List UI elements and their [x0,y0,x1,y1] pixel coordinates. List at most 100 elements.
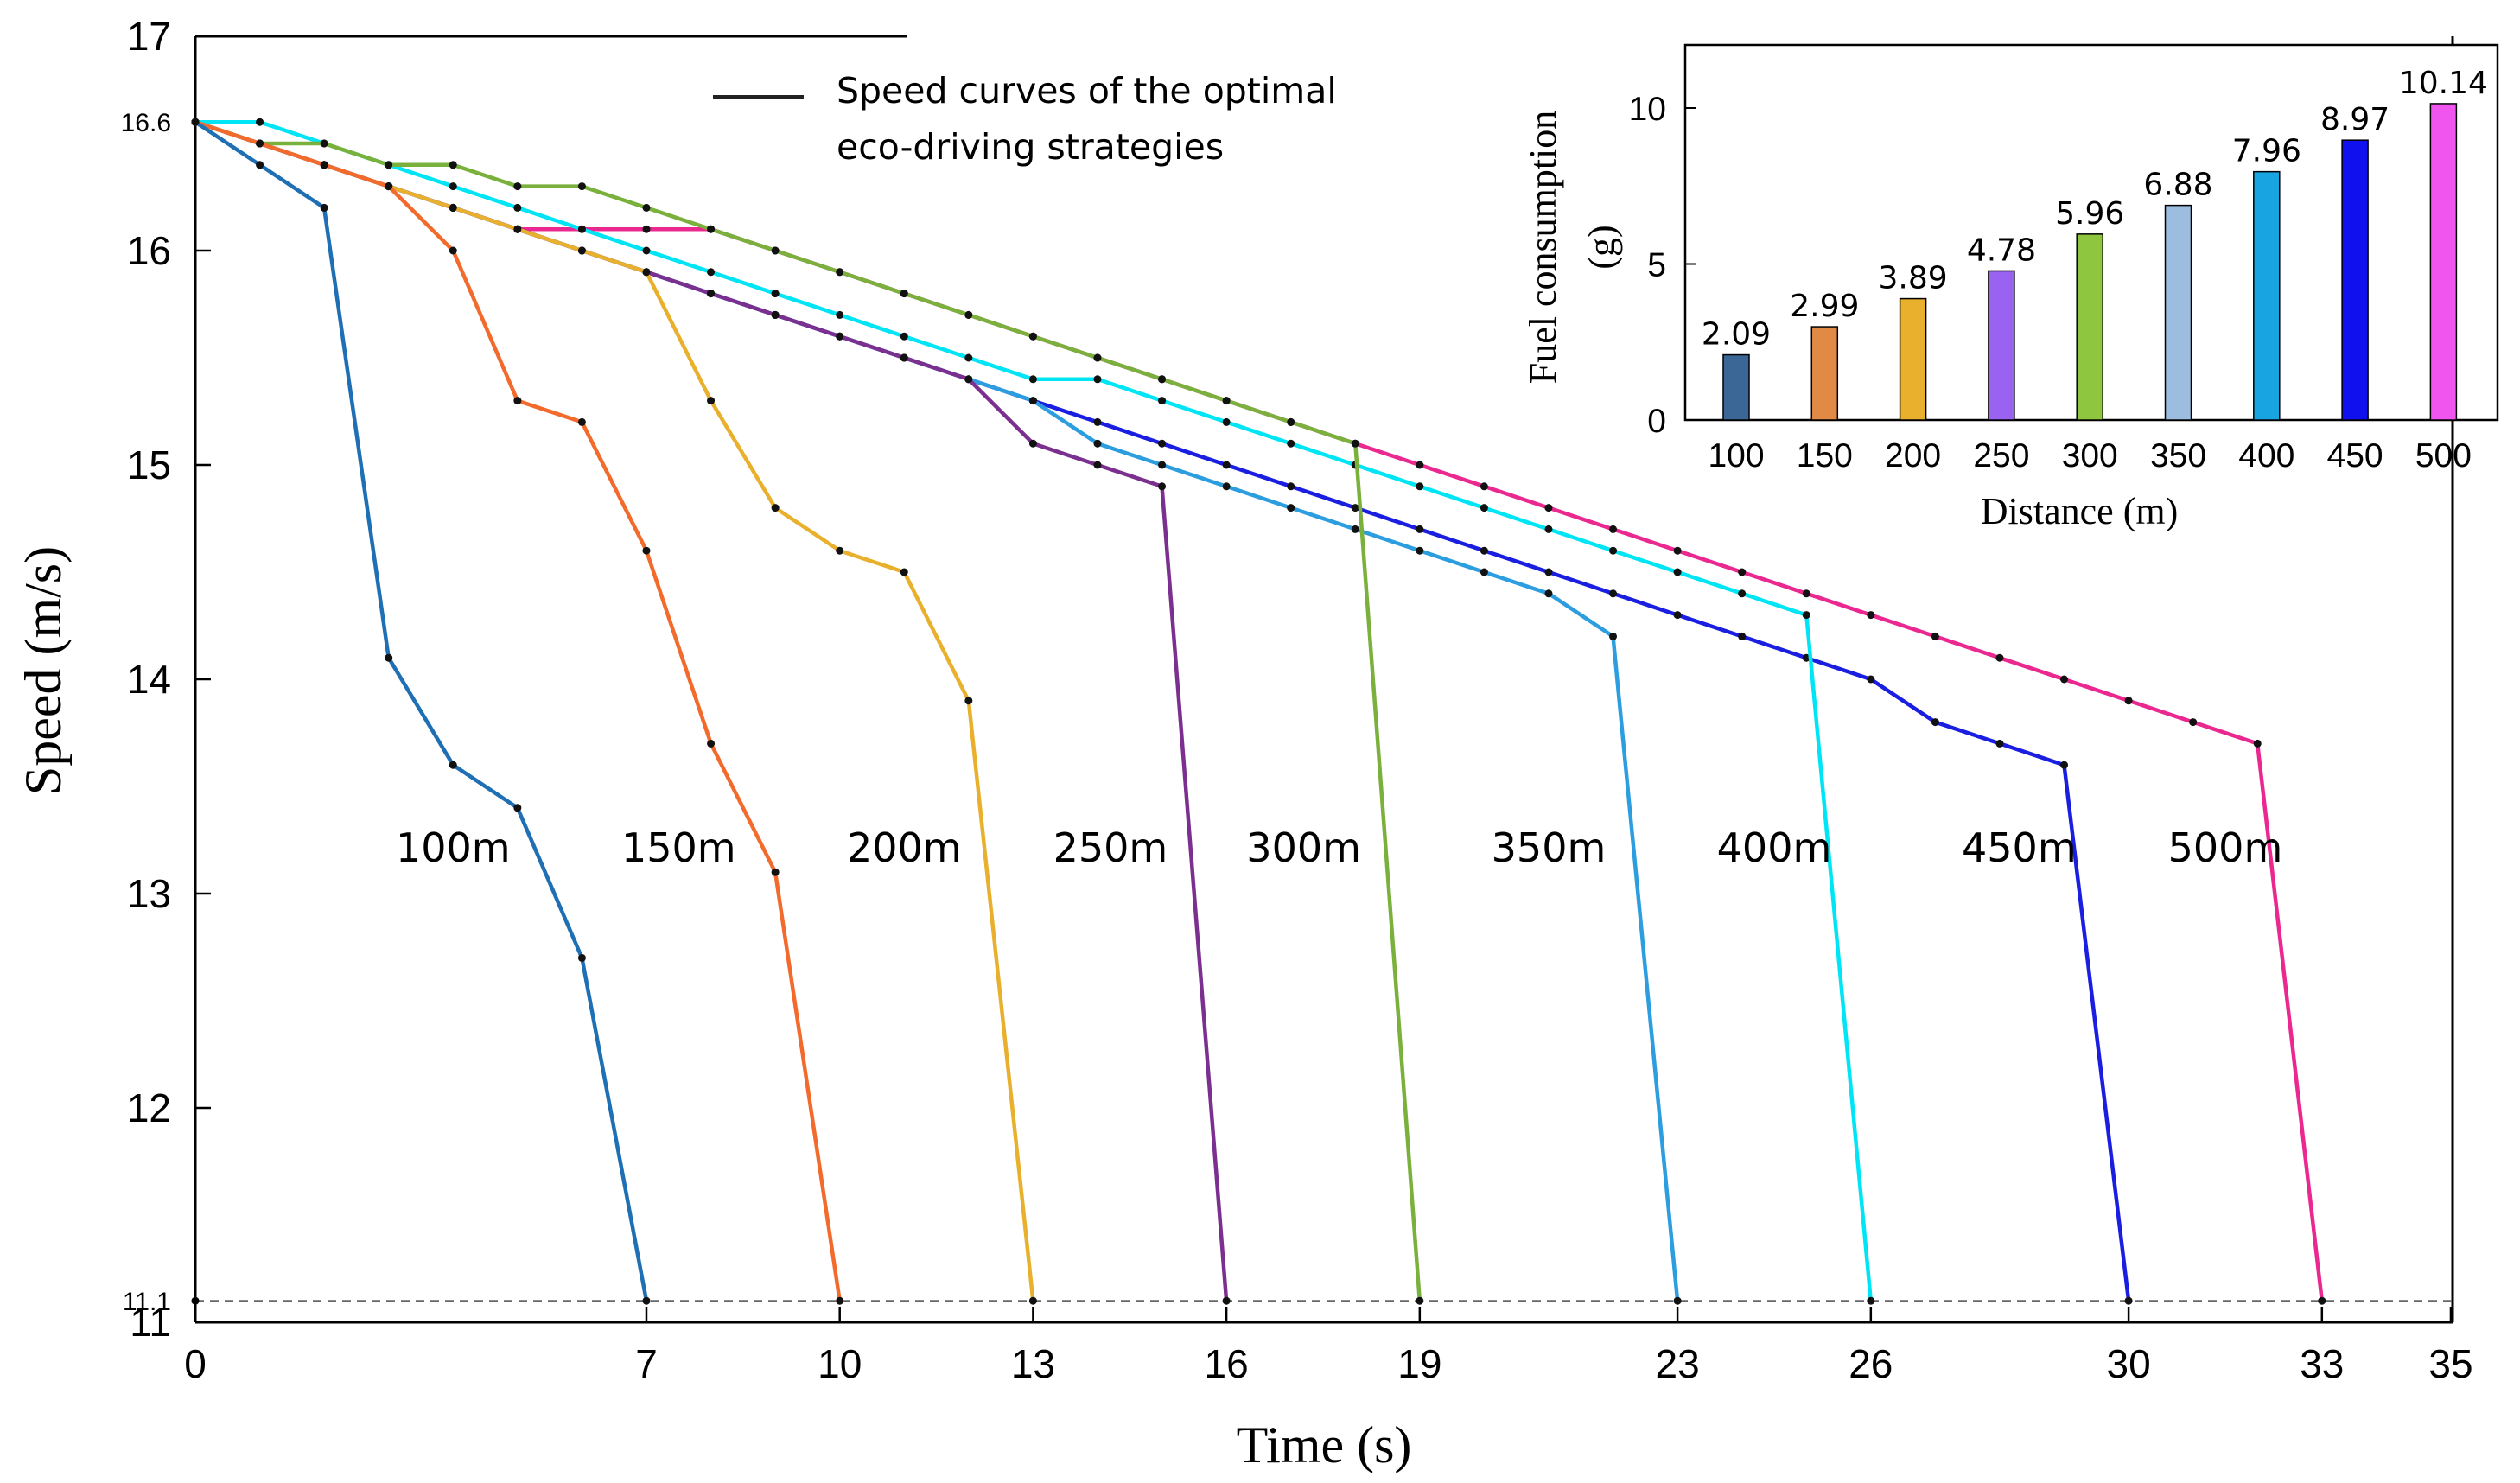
data-point-500m [2318,1296,2326,1305]
bar-400 [2253,170,2281,421]
distance-label-500m: 500m [2168,824,2283,871]
data-point-400m [1802,611,1810,620]
data-point-200m [642,268,651,277]
legend: Speed curves of the optimal eco-driving … [713,70,1337,168]
distance-label-300m: 300m [1246,824,1361,871]
distance-label-350m: 350m [1492,824,1607,871]
data-point-500m [1995,653,2004,662]
data-point-500m [1609,525,1618,533]
data-point-300m [577,182,586,191]
bar-450 [2341,139,2369,421]
series-350m [191,118,1682,1305]
data-point-300m [900,290,908,298]
data-point-100m [513,804,522,812]
speed-series [191,118,2326,1305]
inset-x-tick-label-200: 200 [1885,437,1941,474]
data-point-450m [1158,439,1167,448]
data-point-500m [1673,546,1682,555]
data-point-450m [1480,546,1488,555]
data-point-250m [900,353,908,362]
inset-x-tick-label-150: 150 [1797,437,1853,474]
data-point-150m [577,417,586,426]
bar-350 [2164,204,2192,421]
data-point-450m [1867,675,1875,684]
x-axis-title: Time (s) [1237,1416,1412,1473]
data-point-450m [1738,632,1747,640]
data-point-400m [707,268,716,277]
data-point-250m [771,310,780,319]
data-point-300m [642,203,651,212]
data-point-450m [1222,461,1231,469]
data-point-400m [1867,1296,1875,1305]
data-point-300m [1222,397,1231,405]
y-tick-label: 14 [127,657,171,702]
data-point-350m [1028,397,1037,405]
x-tick-label: 30 [2107,1341,2151,1386]
data-point-100m [577,953,586,962]
data-point-350m [1480,568,1488,576]
data-point-400m [1544,525,1553,533]
series-line-350m [194,120,1680,1302]
data-point-200m [836,546,844,555]
bar-value-label-450: 8.97 [2320,102,2390,137]
x-tick-label: 16 [1205,1341,1249,1386]
y-special-tick-label: 16.6 [121,109,171,137]
data-point-400m [1738,589,1747,598]
series-100m [191,118,651,1305]
data-point-100m [256,161,264,169]
y-tick-label: 12 [127,1085,171,1130]
data-point-350m [1287,504,1295,512]
data-point-350m [1544,589,1553,598]
data-point-250m [1158,482,1167,491]
data-point-500m [2124,697,2133,705]
data-point-400m [449,182,457,191]
data-point-100m [449,761,457,769]
series-line-250m [194,120,1229,1302]
data-point-400m [900,332,908,341]
data-point-200m [577,246,586,255]
data-point-400m [1158,397,1167,405]
data-point-500m [1416,461,1424,469]
data-point-400m [1093,375,1102,384]
speed-limit-dashed-line [191,1296,2453,1305]
data-point-300m [513,182,522,191]
data-point-150m [836,1296,844,1305]
data-point-500m [1802,589,1810,598]
data-point-150m [320,161,328,169]
y-tick-label: 15 [127,442,171,487]
inset-x-tick-label-250: 250 [1973,437,2029,474]
bar-300 [2076,233,2103,421]
bar-value-label-350: 6.88 [2143,168,2212,203]
data-point-400m [1287,439,1295,448]
inset-x-tick-label-400: 400 [2238,437,2294,474]
data-point-400m [642,246,651,255]
data-point-250m [707,290,716,298]
data-point-450m [1416,525,1424,533]
x-tick-label: 10 [818,1341,862,1386]
x-tick-label: 23 [1656,1341,1700,1386]
data-point-300m [385,161,393,169]
data-point-400m [1609,546,1618,555]
bar-value-label-150: 2.99 [1790,289,1859,324]
data-point-350m [1351,525,1359,533]
x-tick-label: 35 [2428,1341,2472,1386]
data-point-100m [191,118,200,126]
data-point-250m [1222,1296,1231,1305]
data-point-100m [642,1296,651,1305]
bar-value-label-400: 7.96 [2232,134,2301,169]
data-point-300m [1351,439,1359,448]
x-tick-label: 7 [635,1341,658,1386]
data-point-200m [513,225,522,233]
data-point-200m [1028,1296,1037,1305]
data-point-450m [1093,417,1102,426]
data-point-100m [320,203,328,212]
bar-500 [2429,103,2458,421]
y-tick-label: 17 [127,14,171,59]
inset-x-tick-label-450: 450 [2327,437,2383,474]
distance-label-150m: 150m [621,824,736,871]
data-point-400m [1416,482,1424,491]
distance-label-400m: 400m [1717,824,1832,871]
data-point-200m [900,568,908,576]
inset-bars: 2.09 100 2.99 150 3.89 200 4.78 250 5.96 300 6.88 3… [1702,66,2488,474]
data-point-350m [1673,1296,1682,1305]
